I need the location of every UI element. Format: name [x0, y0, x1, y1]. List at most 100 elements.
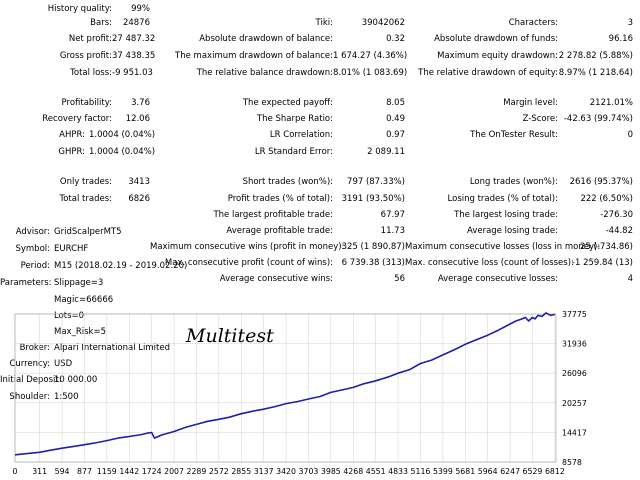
y-tick-label: 26096: [562, 369, 587, 378]
lr-correlation-value: 0.97: [386, 130, 405, 140]
x-tick-label: 4833: [388, 467, 408, 476]
sharpe-label: The Sharpe Ratio:: [256, 114, 333, 124]
avg-loss-value: -44.82: [605, 226, 633, 236]
max-cons-losses-label: Maximum consecutive losses (loss in mone…: [405, 242, 601, 252]
x-tick-label: 6529: [523, 467, 543, 476]
largest-loss-value: -276.30: [600, 210, 633, 220]
x-tick-label: 3985: [321, 467, 341, 476]
long-trades-value: 2616 (95.37%): [569, 177, 633, 187]
x-tick-label: 1442: [119, 467, 139, 476]
currency-label: Currency:: [9, 359, 50, 369]
ghpr-label: GHPR:: [58, 147, 85, 157]
avg-cons-wins-value: 56: [394, 274, 405, 284]
initial-deposit-value: 10 000.00: [54, 375, 98, 385]
recovery-factor-value: 12.06: [125, 114, 150, 124]
parameter-item: Magic=66666: [54, 295, 114, 305]
sharpe-value: 0.49: [386, 114, 405, 124]
recovery-factor-label: Recovery factor:: [42, 114, 112, 124]
x-tick-label: 4551: [366, 467, 386, 476]
x-tick-label: 5399: [433, 467, 453, 476]
avg-profit-label: Average profitable trade:: [226, 226, 333, 236]
margin-level-label: Margin level:: [503, 98, 558, 108]
x-tick-label: 877: [77, 467, 92, 476]
x-axis-ticks: 0 311 594 877 1159 1442 1724 2007 2289 2572 2855 31…: [13, 467, 565, 476]
abs-dd-funds-label: Absolute drawdown of funds:: [434, 34, 558, 44]
x-tick-label: 594: [55, 467, 70, 476]
advisor-value: GridScalperMT5: [54, 227, 122, 237]
abs-dd-balance-label: Absolute drawdown of balance:: [199, 34, 333, 44]
ticks-value: 39042062: [361, 18, 405, 28]
z-score-value: -42.63 (99.74%): [563, 114, 633, 124]
max-cons-loss-label: Max. consecutive loss (count of losses):: [405, 258, 574, 268]
z-score-label: Z-Score:: [522, 114, 558, 124]
balance-chart: Multitest 37775319362609620257144178578 …: [13, 310, 587, 476]
lr-std-error-value: 2 089.11: [367, 147, 405, 157]
max-cons-wins-label: Maximum consecutive wins (profit in mone…: [150, 242, 345, 252]
profit-trades-label: Profit trades (% of total):: [227, 194, 333, 204]
balance-line: [14, 312, 556, 456]
x-tick-label: 5964: [478, 467, 498, 476]
x-tick-label: 2572: [209, 467, 229, 476]
rel-dd-balance-label: The relative balance drawdown:: [196, 68, 333, 78]
net-profit-value: 27 487.32: [112, 34, 156, 44]
max-cons-loss-value: -1 259.84 (13): [571, 258, 633, 268]
ghpr-value: 1.0004 (0.04%): [89, 147, 156, 157]
rel-dd-balance-value: 8.01% (1 083.69): [333, 68, 408, 78]
advisor-label: Advisor:: [15, 227, 50, 237]
x-tick-label: 3420: [276, 467, 296, 476]
only-trades-value: 3413: [128, 177, 150, 187]
avg-cons-wins-label: Average consecutive wins:: [219, 274, 333, 284]
max-dd-balance-value: 1 674.27 (4.36%): [333, 51, 408, 61]
x-tick-label: 6812: [545, 467, 565, 476]
history-quality-label: History quality:: [47, 4, 112, 14]
currency-value: USD: [54, 359, 73, 369]
history-quality-value: 99%: [131, 4, 150, 14]
gross-profit-label: Gross profit:: [59, 51, 112, 61]
ahpr-value: 1.0004 (0.04%): [89, 130, 156, 140]
y-tick-label: 20257: [562, 399, 587, 408]
parameter-item: Slippage=3: [54, 278, 104, 288]
long-trades-label: Long trades (won%):: [469, 177, 558, 187]
y-tick-label: 14417: [562, 428, 587, 437]
total-trades-value: 6826: [128, 194, 150, 204]
x-tick-label: 5681: [455, 467, 475, 476]
x-tick-label: 0: [13, 467, 18, 476]
x-tick-label: 4268: [343, 467, 363, 476]
symbol-label: Symbol:: [15, 244, 50, 254]
bars-label: Bars:: [90, 18, 112, 28]
max-cons-wins-value: 325 (1 890.87): [341, 242, 405, 252]
rel-dd-equity-label: The relative drawdown of equity:: [418, 68, 558, 78]
x-tick-label: 5116: [411, 467, 431, 476]
expected-payoff-label: The expected payoff:: [242, 98, 333, 108]
y-tick-label: 31936: [562, 340, 587, 349]
avg-profit-value: 11.73: [380, 226, 405, 236]
shoulder-value: 1:500: [54, 392, 79, 402]
x-tick-label: 2855: [231, 467, 251, 476]
profit-trades-value: 3191 (93.50%): [341, 194, 405, 204]
margin-level-value: 2121.01%: [589, 98, 633, 108]
parameter-item: Max_Risk=5: [54, 327, 106, 337]
expected-payoff-value: 8.05: [386, 98, 405, 108]
x-tick-label: 3703: [299, 467, 319, 476]
x-tick-label: 1159: [97, 467, 117, 476]
abs-dd-balance-value: 0.32: [386, 34, 405, 44]
avg-cons-losses-label: Average consecutive losses:: [437, 274, 558, 284]
x-tick-label: 2007: [164, 467, 184, 476]
max-equity-dd-label: Maximum equity drawdown:: [437, 51, 558, 61]
x-tick-label: 1724: [142, 467, 162, 476]
max-cons-losses-value: 25 (-734.86): [580, 242, 633, 252]
total-loss-label: Total loss:: [70, 68, 112, 78]
ontester-value: 0: [627, 130, 633, 140]
only-trades-label: Only trades:: [59, 177, 112, 187]
max-cons-profit-label: Max. consecutive profit (count of wins):: [164, 258, 333, 268]
period-label: Period:: [20, 261, 50, 271]
chart-grid: [14, 313, 556, 463]
rel-dd-equity-value: 8.97% (1 218.64): [558, 68, 633, 78]
lr-correlation-label: LR Correlation:: [269, 130, 333, 140]
parameter-item: Lots=0: [54, 311, 85, 321]
y-tick-label: 8578: [562, 458, 582, 467]
shoulder-label: Shoulder:: [9, 392, 50, 402]
y-axis-ticks: 37775 31936 26096 20257 14417 8578: [562, 310, 587, 467]
ontester-label: The OnTester Result:: [470, 130, 558, 140]
total-trades-label: Total trades:: [59, 194, 112, 204]
